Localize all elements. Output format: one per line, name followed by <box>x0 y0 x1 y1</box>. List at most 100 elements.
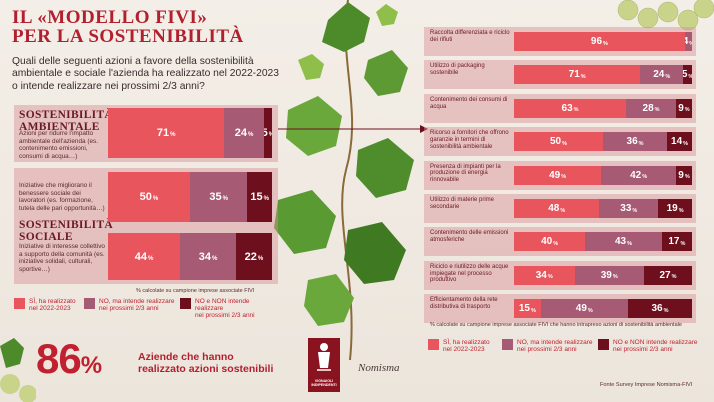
right-row-label: Utilizzo di packaging sostenibile <box>430 63 485 77</box>
right-bar-4: 49% 42% 9% <box>514 165 692 185</box>
right-bar-1-segment-si: 71% <box>514 65 641 85</box>
legend-label-si-right: SÌ, ha realizzato nel 2022-2023 <box>443 339 490 353</box>
left-unit-label: % <box>257 255 264 262</box>
right-unit-label: % <box>688 74 692 80</box>
right-value-label: 63 <box>561 102 573 114</box>
right-legend: SÌ, ha realizzato nel 2022-2023 NO, ma in… <box>428 339 708 359</box>
right-value-label: 33 <box>620 203 632 214</box>
left-bar-0-segment-no-ma: 24% <box>224 108 264 158</box>
right-value-label: 50 <box>549 136 562 148</box>
right-value-label: 17 <box>668 236 680 248</box>
right-bar-8-segment-no-non: 36% <box>627 299 692 319</box>
right-value-label: 34 <box>535 269 547 281</box>
left-value-label: 22 <box>244 250 257 263</box>
right-value-label: 49 <box>575 303 587 315</box>
left-unit-label: % <box>148 255 154 262</box>
right-bar-7-segment-no-non: 27% <box>643 265 692 285</box>
right-bar-0-segment-si: 96% <box>514 32 685 51</box>
right-value-label: 40 <box>541 236 553 248</box>
legend-label-no-ma-right: NO, ma intende realizzare nei prossimi 2/… <box>517 339 593 353</box>
legend-swatch-no-ma-right <box>502 339 513 350</box>
right-bar-6-segment-si: 40% <box>514 232 586 252</box>
right-unit-label: % <box>580 73 586 80</box>
right-value-label: 9 <box>678 102 684 114</box>
right-bar-1: 71%24%5% <box>514 65 692 85</box>
right-unit-label: % <box>562 140 567 147</box>
right-unit-label: % <box>547 274 553 281</box>
right-unit-label: % <box>553 240 559 247</box>
right-bar-8: 15% 49% 36% <box>514 299 692 319</box>
right-bar-3-segment-no-non: 14% <box>667 132 692 152</box>
left-bar-2-segment-si: 44% <box>108 233 181 280</box>
right-unit-label: % <box>638 140 644 147</box>
left-unit-label: % <box>152 196 159 202</box>
right-value-label: 28 <box>642 102 654 114</box>
left-row-label-2: Iniziative che migliorano il benessere s… <box>19 182 105 212</box>
survey-question: Quali delle seguenti azioni a favore del… <box>12 56 280 92</box>
grapes-illustration <box>617 0 714 31</box>
right-bar-7-segment-si: 34% <box>514 265 575 285</box>
right-unit-label: % <box>678 207 684 214</box>
right-unit-label: % <box>665 73 671 80</box>
right-row-label: Riciclo e riutilizzo delle acque impiega… <box>430 263 509 284</box>
right-unit-label: % <box>654 107 660 114</box>
right-bar-4-segment-no-ma: 42% <box>601 165 676 185</box>
right-bar-4-segment-si: 49% <box>514 165 602 185</box>
right-bar-2-segment-si: 63% <box>514 98 627 118</box>
right-row-label: Ricorso a fornitori che offrono garanzie… <box>430 130 509 150</box>
legend-swatch-no-non <box>180 298 191 309</box>
right-bar-0-segment-no-ma: 4% <box>684 32 692 51</box>
right-value-label: 27 <box>659 269 671 281</box>
right-unit-label: % <box>671 274 677 281</box>
right-bar-2-segment-no-non: 9% <box>675 98 692 118</box>
legend-label-no-ma: NO, ma intende realizzare nei prossimi 2/… <box>99 298 175 312</box>
right-value-label: 24 <box>653 69 665 81</box>
left-bar-2: 50% 35% 15% <box>108 172 272 222</box>
left-bar-1-segment-si: 50% <box>108 172 190 222</box>
right-value-label: 39 <box>600 269 612 281</box>
left-unit-label: % <box>269 132 272 138</box>
legend-swatch-no-non-right <box>598 339 609 350</box>
right-bar-0: 96%4% <box>514 32 692 51</box>
section-social-title: SOSTENIBILITÀ SOCIALE <box>19 219 114 243</box>
left-value-label: 34 <box>198 250 211 263</box>
left-value-label: 5 <box>263 127 268 139</box>
right-row-label: Raccolta differenziata e riciclo dei rif… <box>430 30 510 43</box>
right-bar-8-segment-si: 15% <box>514 299 541 319</box>
right-value-label: 96 <box>590 36 603 47</box>
right-unit-label: % <box>530 307 536 314</box>
right-value-label: 36 <box>626 136 638 148</box>
right-bar-5-segment-si: 48% <box>514 199 600 218</box>
left-bar-0-segment-si: 71% <box>108 108 225 158</box>
left-value-label: 35 <box>209 191 222 203</box>
left-unit-label: % <box>248 132 254 138</box>
page-title: IL «MODELLO FIVI» PER LA SOSTENIBILITÀ <box>12 8 244 46</box>
right-bar-1-segment-no-ma: 24% <box>640 65 684 85</box>
legend-label-si: SÌ, ha realizzato nel 2022-2023 <box>29 298 76 312</box>
right-unit-label: % <box>587 307 593 314</box>
right-bar-5-segment-no-ma: 33% <box>599 199 659 218</box>
left-bar-1-segment-no-non: 15% <box>247 172 272 222</box>
right-bar-5-segment-no-non: 19% <box>658 199 692 218</box>
legend-swatch-si-right <box>428 339 439 350</box>
right-bar-3: 50% 36% 14% <box>514 132 692 152</box>
left-bar-2-segment-no-non: 22% <box>235 233 272 280</box>
logo-text: VIGNAIOLI INDIPENDENTI <box>311 379 337 387</box>
left-bar-3: 44% 34% 22% <box>108 233 272 280</box>
right-value-label: 36 <box>651 303 663 315</box>
left-legend: SÌ, ha realizzato nel 2022-2023 NO, ma in… <box>14 298 274 319</box>
nomisma-logo: Nomisma <box>358 362 400 374</box>
right-value-label: 49 <box>549 169 561 181</box>
right-row-label: Contenimento delle emissioni atmosferich… <box>430 230 509 244</box>
right-bar-3-segment-no-ma: 36% <box>603 132 668 152</box>
right-bar-6-segment-no-ma: 43% <box>585 232 662 252</box>
right-unit-label: % <box>642 174 648 181</box>
right-bar-4-segment-no-non: 9% <box>675 165 692 185</box>
left-unit-label: % <box>222 196 229 202</box>
right-unit-label: % <box>627 240 632 247</box>
right-unit-label: % <box>684 107 690 114</box>
right-row-label: Presenza di impianti per la produzione d… <box>430 163 501 184</box>
left-value-label: 71 <box>156 127 170 139</box>
right-row-label: Efficientamento della rete distributiva … <box>430 297 498 310</box>
